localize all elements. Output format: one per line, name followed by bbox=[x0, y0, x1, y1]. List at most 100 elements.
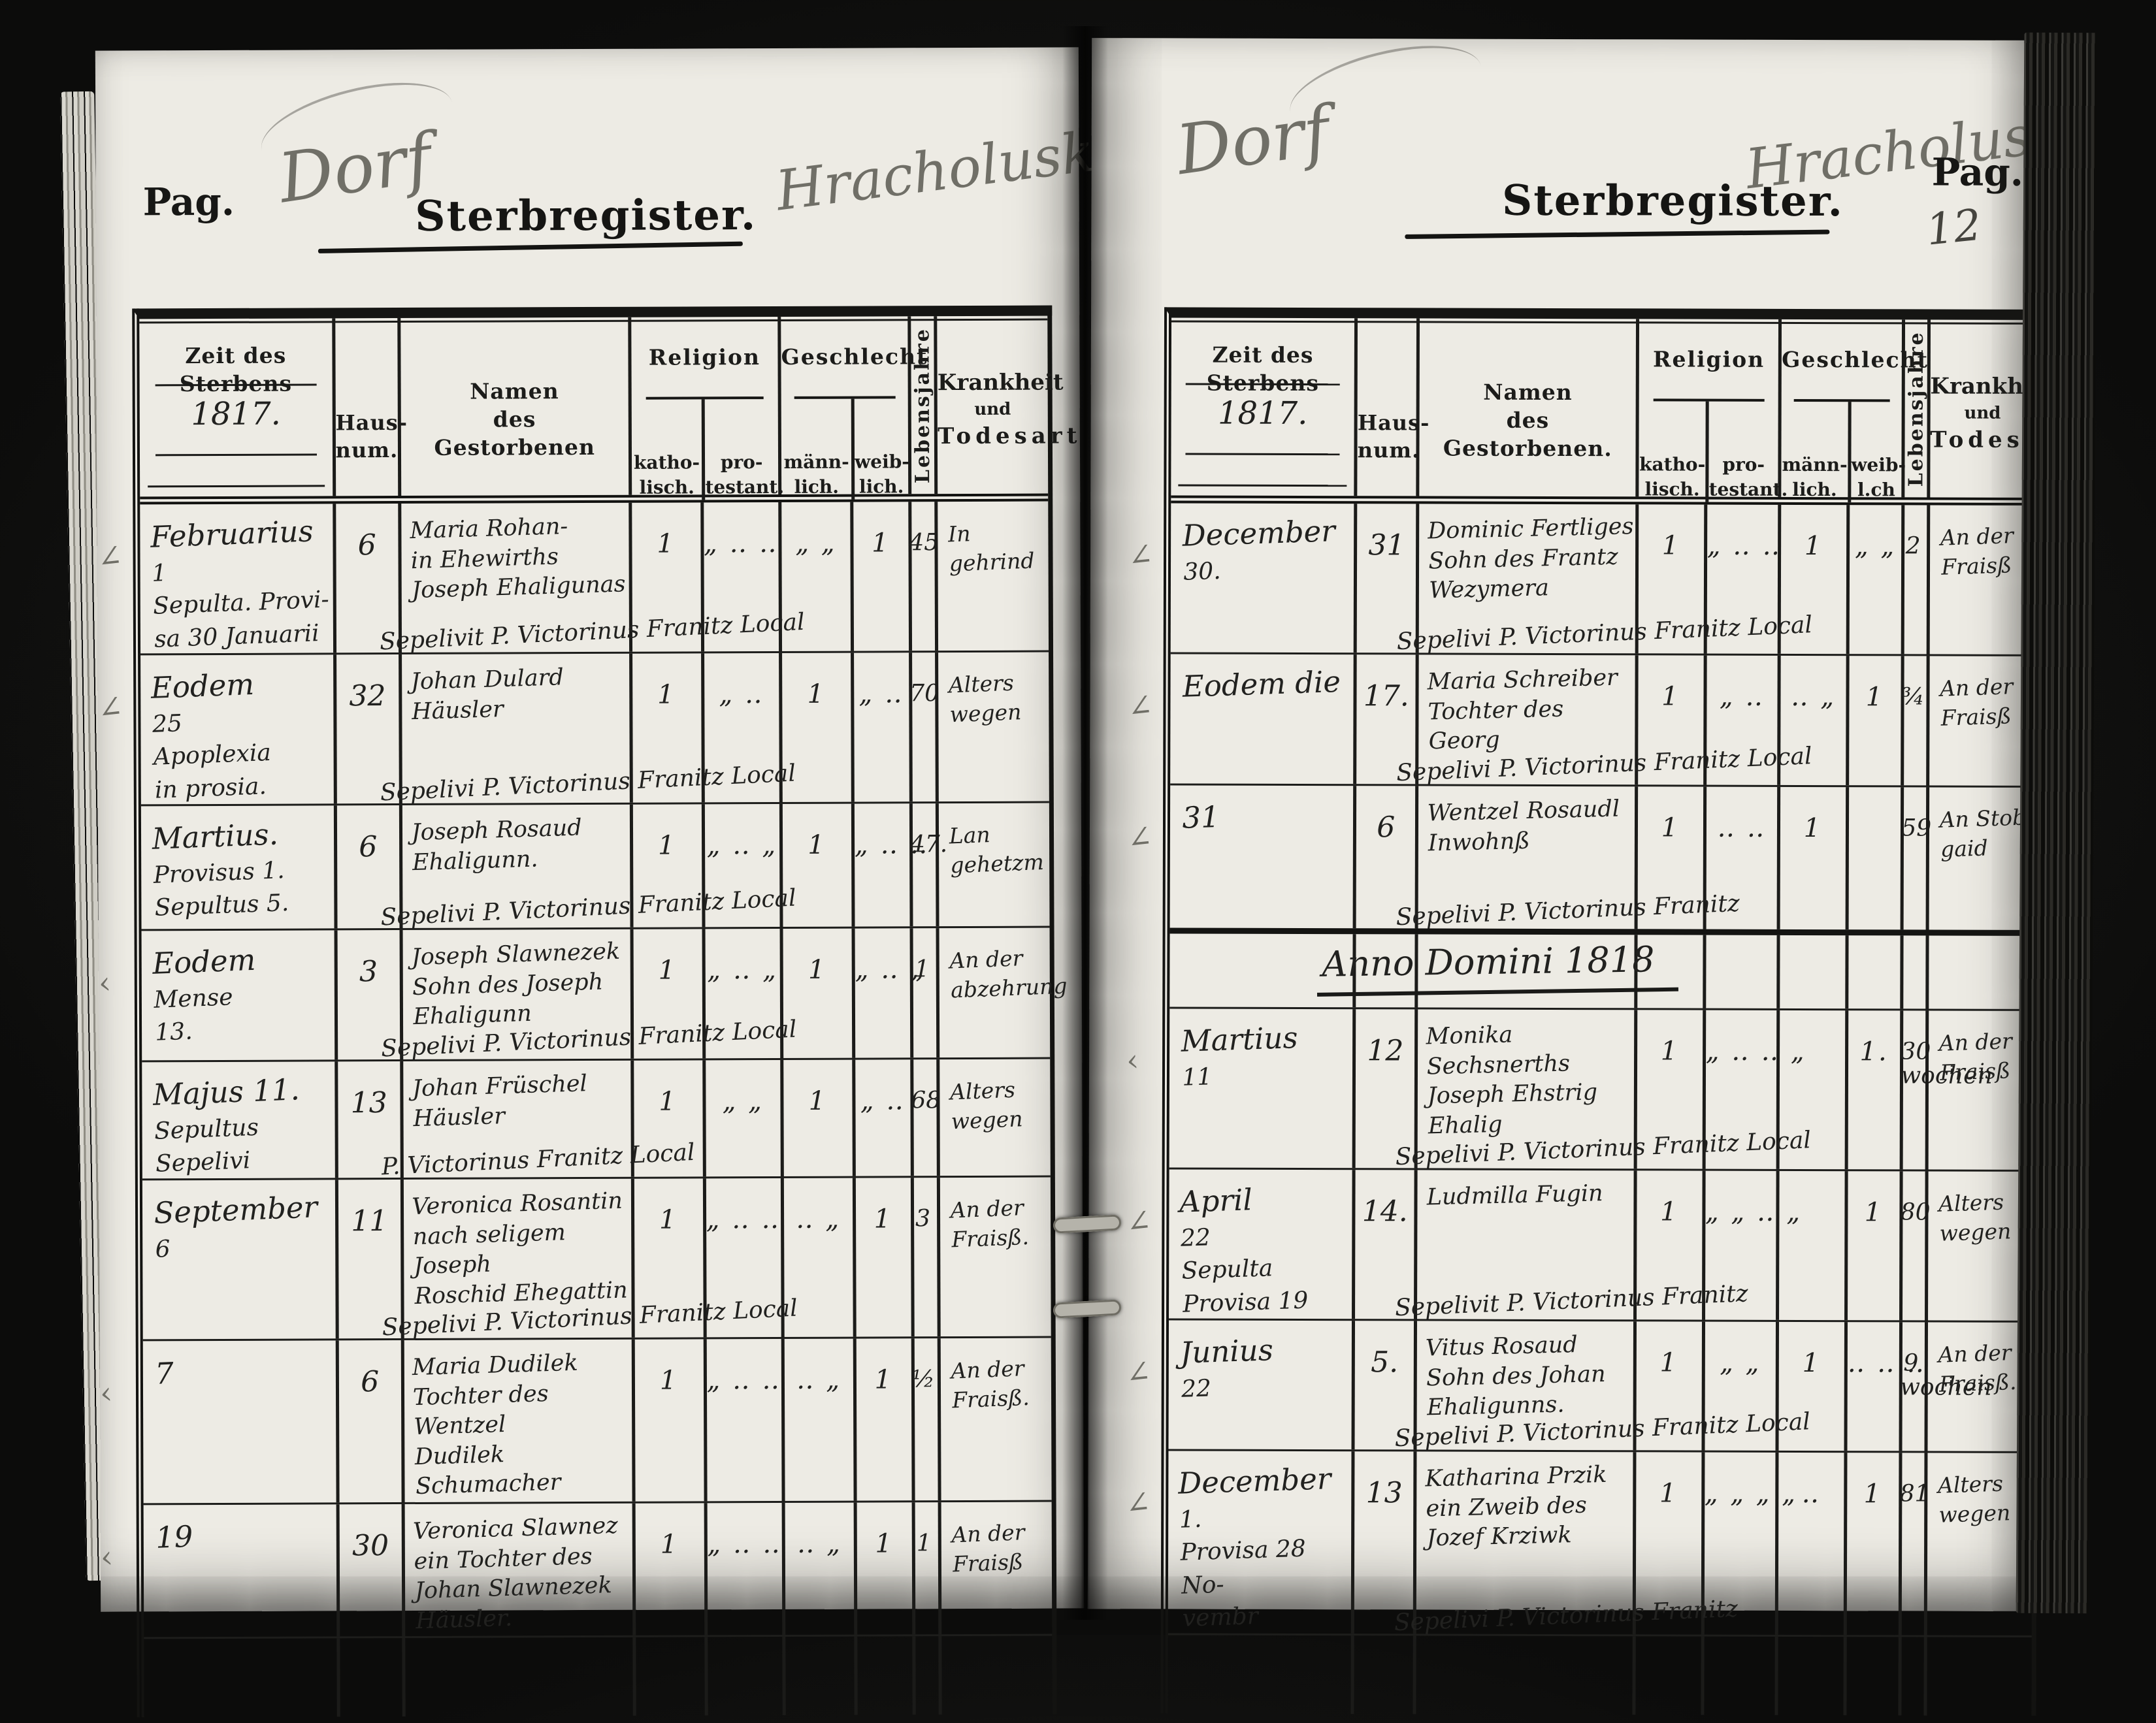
catholic-cell bbox=[632, 1637, 705, 1716]
death-date-cell bbox=[144, 1638, 336, 1717]
deceased-name: Vitus Rosaud Sohn des Johan Ehaligunns. bbox=[1425, 1331, 1607, 1421]
column-header-house-number: Haus- num. bbox=[331, 318, 408, 496]
death-date: Februarius 1 Sepulta. Provi- sa 30 Janua… bbox=[150, 513, 330, 653]
female-mark: „ ‥ ‥ bbox=[854, 829, 930, 860]
cause-of-death: An der Fraisß. bbox=[950, 1195, 1030, 1253]
age-cell: 1 bbox=[911, 1502, 939, 1634]
death-date: Junius 22 bbox=[1179, 1332, 1274, 1403]
male-mark bbox=[785, 1636, 854, 1662]
male-cell: 1 bbox=[1776, 786, 1846, 929]
register-entry-row bbox=[144, 1634, 1053, 1718]
female-cell: 1 bbox=[1844, 1170, 1900, 1321]
death-date-cell: April 22 Sepulta Provisa 19 bbox=[1169, 1169, 1352, 1319]
death-date-cell: Eodem die bbox=[1170, 654, 1354, 783]
cause-of-death-cell: Alters wegen bbox=[1924, 1170, 2033, 1321]
female-cell: „ ‥ bbox=[852, 1059, 911, 1176]
register-entry-row: ∠ Junius 22 5. Vitus Rosaud Sohn des Joh… bbox=[1124, 1318, 2033, 1452]
protestant-mark: „ ‥ „ bbox=[707, 955, 778, 986]
cause-of-death-cell: An der Fraisß bbox=[1925, 656, 2034, 786]
age-cell: 68 bbox=[910, 1059, 941, 1176]
left-page: Pag. Dorf Sterbregister. Hracholusk Zeit… bbox=[95, 47, 1098, 1718]
house-number: 6 bbox=[357, 528, 376, 562]
margin-check-mark: ‹ bbox=[96, 965, 113, 1001]
table-header: Zeit des Sterbens 1817. Haus- num. Namen… bbox=[1171, 317, 2086, 506]
deceased-name: Johan Früschel Häusler bbox=[412, 1071, 588, 1132]
house-number: 17. bbox=[1363, 679, 1409, 713]
death-date: Majus 11. Sepultus Sepelivi bbox=[152, 1072, 301, 1178]
column-header-death-time: Zeit des Sterbens 1817. bbox=[1171, 317, 1354, 496]
catholic-mark: 1 bbox=[658, 955, 678, 986]
female-mark bbox=[1849, 787, 1901, 813]
male-mark: 1 bbox=[807, 679, 826, 710]
death-date-cell: December 1. Provisa 28 No- vembr bbox=[1168, 1451, 1352, 1634]
cause-of-death: An der Fraisß bbox=[951, 1519, 1026, 1577]
age-cell bbox=[912, 1635, 939, 1715]
age-cell bbox=[1898, 1637, 1924, 1716]
death-date: December 30. bbox=[1181, 513, 1336, 586]
deceased-name: Maria Rohan- in Ehewirths Joseph Ehaligu… bbox=[409, 513, 626, 604]
deceased-name-cell: Johan Früschel Häusler P. Victorinus Fra… bbox=[381, 1061, 695, 1181]
female-mark: 1. bbox=[1859, 1036, 1889, 1067]
cause-of-death bbox=[941, 1634, 1053, 1654]
year-divider-row: Anno Domini 1818 bbox=[1169, 927, 2034, 1009]
deceased-name: Ludmilla Fugin bbox=[1426, 1180, 1604, 1210]
deceased-name-cell: Veronica Slawnez ein Tochter des Johan S… bbox=[401, 1503, 633, 1636]
register-entry-row: September 6 11 Veronica Rosantin nach se… bbox=[142, 1175, 1051, 1342]
cause-of-death: Lan gehetzm bbox=[949, 822, 1045, 878]
margin-check-mark: ∠ bbox=[1123, 1483, 1152, 1522]
cause-of-death: An der Fraisß bbox=[1939, 523, 2014, 580]
margin-check-mark: ‹ bbox=[99, 1538, 115, 1575]
religion-label: Religion bbox=[1653, 346, 1765, 372]
cause-of-death-cell: An der Fraisß bbox=[1926, 505, 2035, 654]
female-cell: 1 bbox=[1845, 656, 1902, 785]
protestant-mark: „ „ „ „ bbox=[1704, 1478, 1798, 1509]
house-number-cell: 30 bbox=[336, 1504, 402, 1636]
cause-of-death bbox=[1927, 1635, 2032, 1656]
names-label: Namen des Gestorbenen. bbox=[1443, 379, 1612, 462]
column-header-sex: Geschlecht männ- lich. weib- l.ch bbox=[1778, 319, 1929, 502]
death-time-label: Zeit des Sterbens bbox=[179, 342, 293, 397]
age-years: 80 bbox=[1900, 1198, 1931, 1225]
register-entry-row: ∠ 31 6 Wentzel Rosaudl Inwohnß Sepelivi … bbox=[1125, 782, 2034, 931]
death-time-label: Zeit des Sterbens bbox=[1206, 342, 1319, 396]
female-cell: 1. bbox=[1844, 1010, 1901, 1169]
deceased-name: Katharina Przik ein Zweib des Jozef Krzi… bbox=[1425, 1462, 1608, 1552]
age-years: 45 bbox=[909, 529, 939, 556]
anno-domini-heading: Anno Domini 1818 bbox=[1316, 938, 1678, 997]
cause-of-death: In gehrind bbox=[947, 521, 1036, 576]
catholic-mark: 1 bbox=[1660, 1196, 1679, 1227]
protestant-mark: „ ‥ bbox=[1719, 681, 1765, 712]
female-cell bbox=[854, 1635, 913, 1715]
protestant-label: pro- testant. bbox=[701, 398, 784, 500]
burial-officiant-note bbox=[384, 1707, 633, 1722]
register-entry-row: Majus 11. Sepultus Sepelivi 13 Johan Frü… bbox=[142, 1057, 1051, 1181]
age-years: 70 bbox=[909, 680, 940, 707]
sex-label: Geschlecht bbox=[781, 344, 928, 370]
age-years bbox=[913, 1636, 936, 1665]
age-cell: 80 bbox=[1899, 1170, 1931, 1321]
age-cell: 81 bbox=[1899, 1453, 1930, 1635]
age-years: 2 bbox=[1905, 532, 1921, 560]
header-rule bbox=[147, 485, 325, 488]
handwritten-village-prefix: Dorf bbox=[1171, 90, 1335, 191]
female-mark bbox=[857, 1636, 912, 1662]
protestant-cell bbox=[704, 1636, 783, 1716]
house-number: 11 bbox=[351, 1204, 388, 1238]
header-rule bbox=[1185, 453, 1340, 456]
female-mark bbox=[1846, 1637, 1899, 1663]
protestant-mark: „ „ bbox=[1720, 1347, 1761, 1378]
house-label: Haus- num. bbox=[335, 410, 408, 462]
female-cell: „ „ bbox=[1846, 505, 1902, 654]
death-register-table: Zeit des Sterbens 1817. Haus- num. Namen… bbox=[95, 305, 1081, 1718]
deceased-name-cell: Maria Rohan- in Ehewirths Joseph Ehaligu… bbox=[379, 502, 805, 656]
catholic-mark bbox=[636, 1637, 704, 1663]
house-label: Haus- num. bbox=[1357, 410, 1430, 463]
deceased-name: Veronica Slawnez ein Tochter des Johan S… bbox=[412, 1512, 619, 1634]
death-date-cell: Majus 11. Sepultus Sepelivi bbox=[142, 1062, 335, 1179]
margin-check-mark: ∠ bbox=[1124, 1353, 1153, 1391]
protestant-mark: „ „ bbox=[722, 1086, 764, 1117]
column-header-age: Lebensjahre bbox=[907, 316, 935, 494]
female-cell: 1 bbox=[1843, 1453, 1899, 1635]
burial-officiant-note: Sepelivit P. Victorinus Franitz bbox=[1394, 1280, 1749, 1321]
house-number bbox=[340, 1638, 402, 1663]
